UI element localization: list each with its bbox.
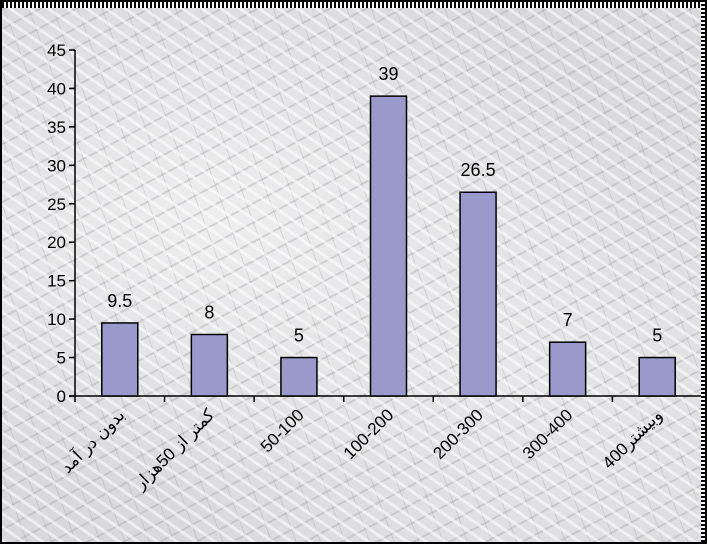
- data-label: 5: [652, 326, 662, 346]
- bar: [280, 356, 318, 397]
- data-label: 9.5: [107, 291, 132, 311]
- category-label: 300-400: [519, 405, 577, 463]
- bar: [190, 333, 229, 397]
- bar: [638, 356, 676, 397]
- y-tick-label: 0: [57, 387, 66, 406]
- category-label: 200-300: [429, 405, 487, 463]
- bar: [548, 341, 587, 397]
- data-label: 8: [204, 302, 214, 322]
- category-label: 50-100: [257, 405, 308, 456]
- data-label: 39: [378, 64, 398, 84]
- y-tick-label: 30: [47, 156, 66, 175]
- data-label: 26.5: [461, 160, 496, 180]
- bar: [101, 322, 139, 397]
- category-label: کمتر از 50هزار: [130, 405, 220, 495]
- y-tick-label: 15: [47, 272, 66, 291]
- y-tick-label: 20: [47, 233, 66, 252]
- data-label: 5: [294, 326, 304, 346]
- bar: [459, 191, 497, 397]
- y-tick-label: 40: [47, 79, 66, 98]
- category-label: 400وبیشتر: [599, 405, 667, 473]
- category-label: 100-200: [340, 405, 398, 463]
- y-tick-label: 10: [47, 310, 66, 329]
- y-tick-label: 35: [47, 118, 66, 137]
- bar: [369, 95, 408, 397]
- data-label: 7: [563, 310, 573, 330]
- category-label: بدون در آمد: [56, 404, 130, 478]
- y-tick-label: 45: [47, 41, 66, 60]
- y-tick-label: 5: [57, 349, 66, 368]
- y-tick-label: 25: [47, 195, 66, 214]
